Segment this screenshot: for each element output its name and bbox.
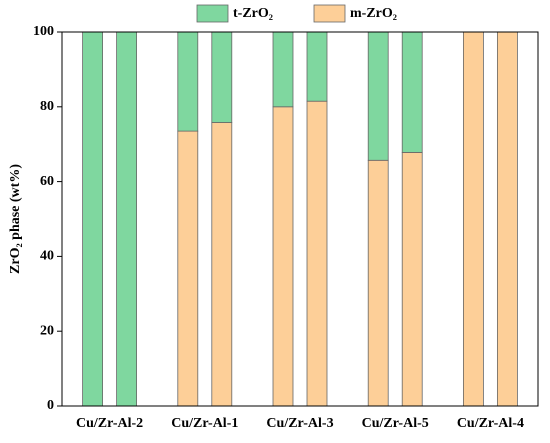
bar-segment <box>116 31 137 407</box>
bar-segment <box>272 31 294 108</box>
x-tick-label: Cu/Zr-Al-4 <box>457 416 524 431</box>
bar-segment <box>272 106 294 407</box>
bar-segment <box>367 159 389 407</box>
bar-segment <box>462 31 484 407</box>
bar-segment <box>401 152 423 407</box>
legend-label: t-ZrO₂ <box>233 6 273 21</box>
legend-swatch <box>196 4 229 23</box>
legend-swatch <box>313 4 346 23</box>
x-tick-label: Cu/Zr-Al-2 <box>76 416 143 431</box>
y-tick-label: 60 <box>40 174 54 189</box>
bar-segment <box>306 100 328 407</box>
bar-segment <box>496 31 518 407</box>
y-tick-label: 20 <box>40 323 54 338</box>
bar-segment <box>211 122 233 407</box>
x-tick-label: Cu/Zr-Al-1 <box>171 416 238 431</box>
bar-segment <box>211 31 233 123</box>
x-tick-label: Cu/Zr-Al-5 <box>362 416 429 431</box>
bar-segment <box>306 31 328 102</box>
y-tick-label: 100 <box>33 24 54 39</box>
bar-segment <box>82 31 103 407</box>
bar-segment <box>401 31 423 153</box>
y-tick-label: 40 <box>40 249 54 264</box>
plot-frame <box>61 31 539 407</box>
y-tick-label: 0 <box>47 398 54 413</box>
legend-label: m-ZrO₂ <box>350 6 397 21</box>
bar-segment <box>177 130 199 407</box>
x-tick-label: Cu/Zr-Al-3 <box>266 416 333 431</box>
bar-segment <box>367 31 389 161</box>
bar-segment <box>177 31 199 132</box>
y-tick-label: 80 <box>40 99 54 114</box>
y-axis-label: ZrO₂ phase (wt%) <box>8 164 23 274</box>
